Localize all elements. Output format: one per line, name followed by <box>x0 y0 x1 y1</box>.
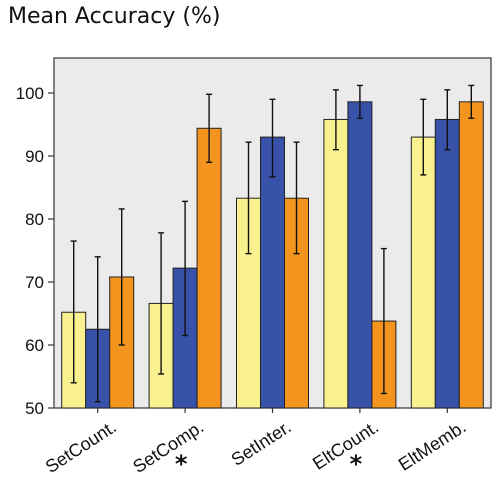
bar <box>458 101 484 409</box>
y-tick-label: 50 <box>25 399 44 418</box>
bar <box>323 118 349 409</box>
y-tick-label: 90 <box>25 147 44 166</box>
x-tick-label: SetComp. <box>129 417 207 477</box>
y-tick-label: 60 <box>25 336 44 355</box>
bar <box>196 127 222 409</box>
bar <box>410 136 436 409</box>
x-tick-label: EltCount. <box>309 417 382 474</box>
x-tick-label: SetCount. <box>42 417 120 477</box>
y-tick-label: 100 <box>16 84 44 103</box>
y-tick-label: 70 <box>25 273 44 292</box>
chart-title: Mean Accuracy (%) <box>8 4 221 29</box>
bar <box>347 101 373 409</box>
x-tick-label: SetInter. <box>228 417 295 470</box>
bar <box>434 118 460 409</box>
y-tick-label: 80 <box>25 210 44 229</box>
bar <box>260 136 285 409</box>
significance-mark: * <box>175 450 188 478</box>
significance-mark: * <box>350 450 363 478</box>
x-tick-label: EltMemb. <box>395 417 470 475</box>
